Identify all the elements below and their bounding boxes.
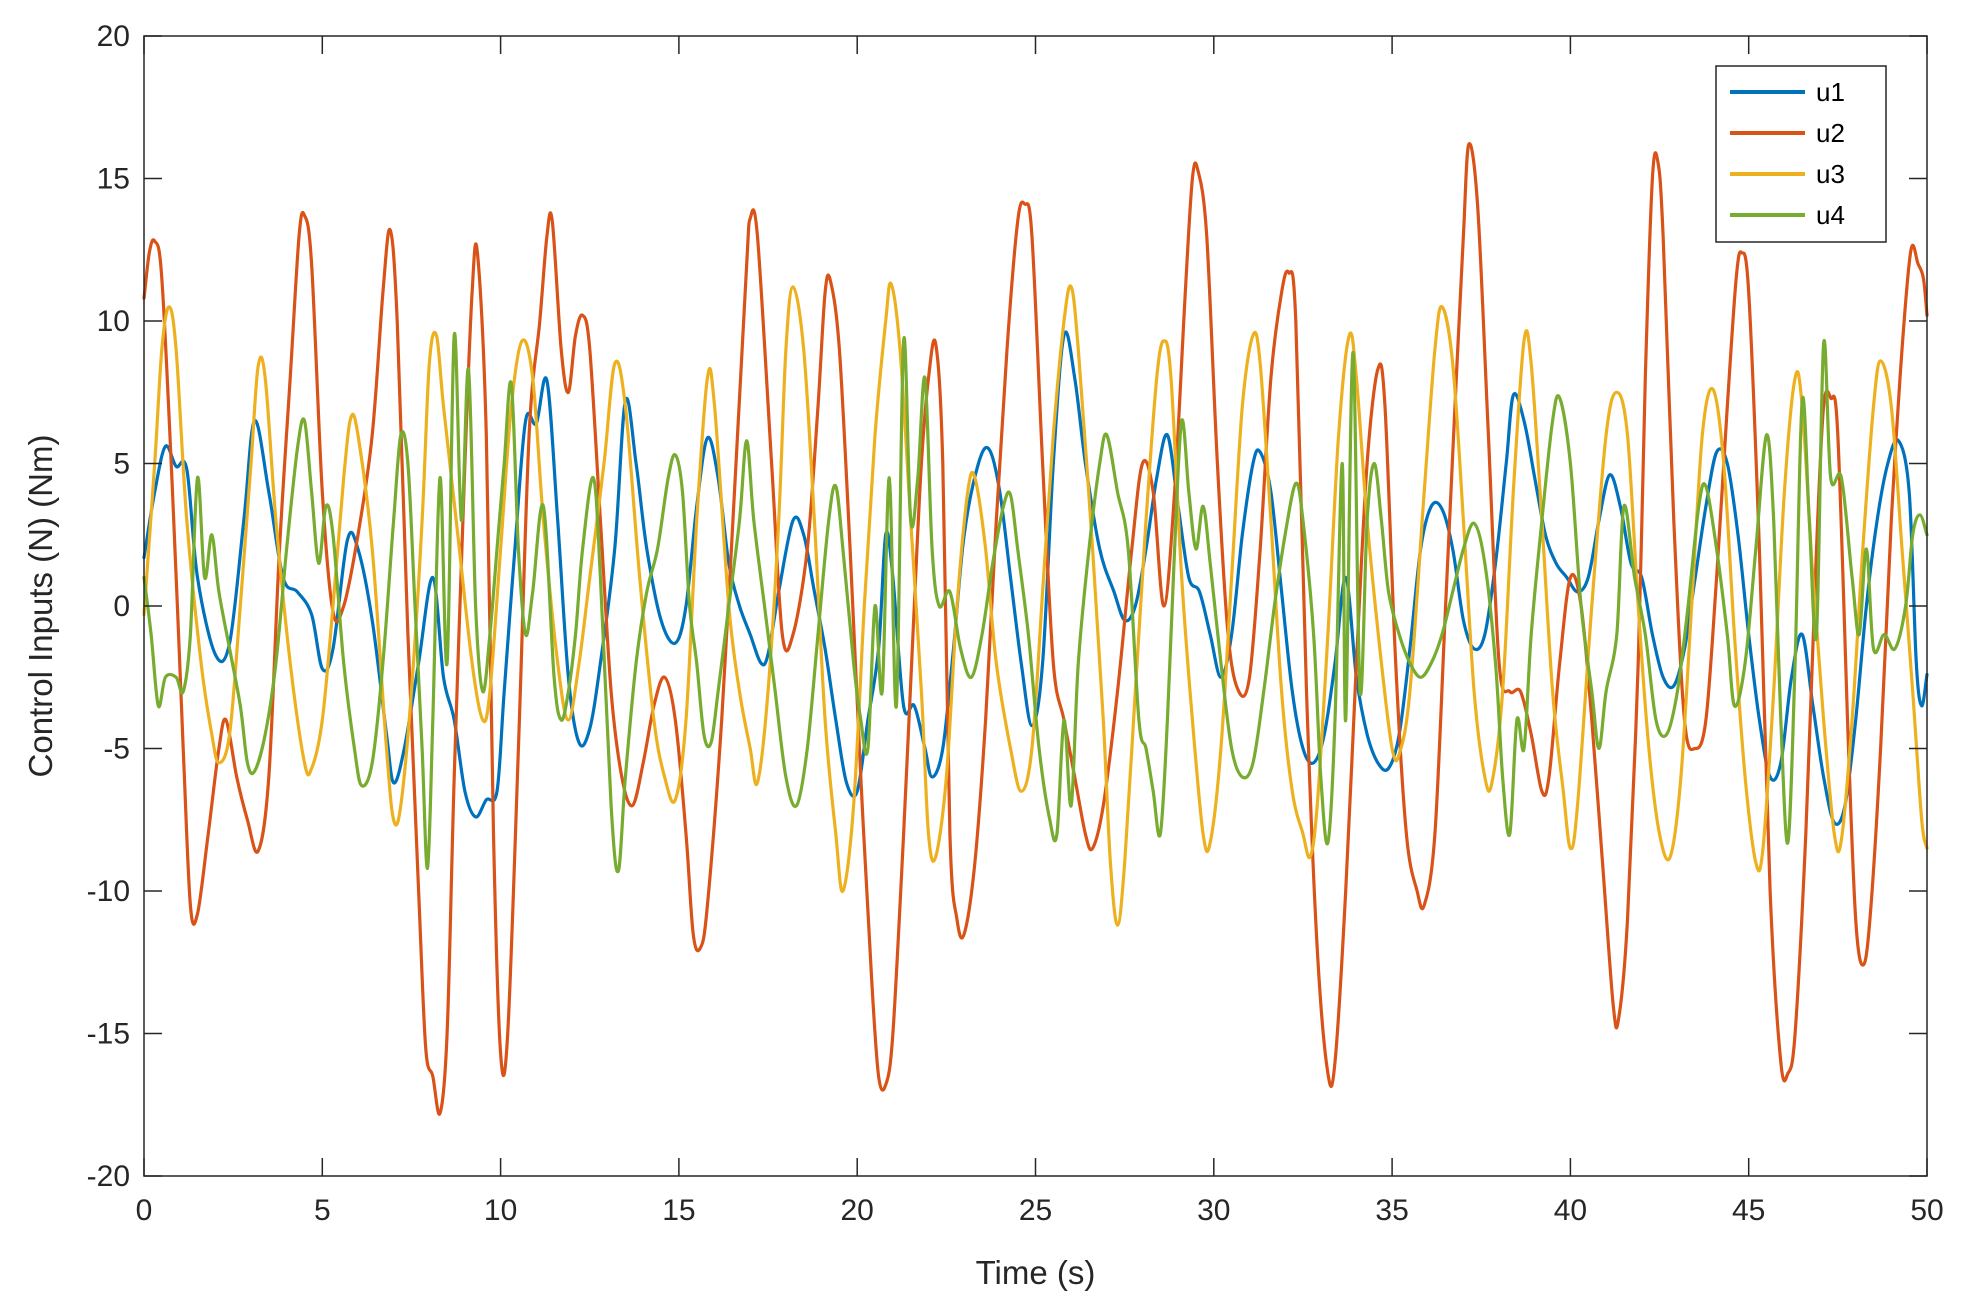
x-tick-label: 35: [1375, 1194, 1408, 1227]
legend-label-u4: u4: [1816, 200, 1845, 230]
x-tick-label: 25: [1019, 1194, 1052, 1227]
legend: u1 u2 u3 u4: [1715, 65, 1887, 243]
y-tick-label: 10: [97, 305, 130, 338]
x-tick-label: 10: [484, 1194, 517, 1227]
x-tick-label: 5: [314, 1194, 331, 1227]
legend-box: [1715, 65, 1887, 243]
x-tick-label: 0: [136, 1194, 153, 1227]
series-line-u2: [142, 141, 1929, 1116]
x-tick-label: 20: [841, 1194, 874, 1227]
y-tick-label: 20: [97, 20, 130, 53]
y-tick-label: -20: [87, 1160, 130, 1193]
x-tick-label: 30: [1197, 1194, 1230, 1227]
x-tick-label: 15: [662, 1194, 695, 1227]
y-tick-label: 15: [97, 163, 130, 196]
y-tick-label: 0: [113, 590, 130, 623]
x-axis-label: Time (s): [976, 1254, 1096, 1291]
x-tick-label: 45: [1732, 1194, 1765, 1227]
series-line-u1: [142, 330, 1929, 826]
y-tick-label: -15: [87, 1018, 130, 1051]
x-tick-label: 40: [1554, 1194, 1587, 1227]
y-tick-label: -5: [103, 733, 130, 766]
x-tick-label: 50: [1910, 1194, 1943, 1227]
series-line-u4: [142, 331, 1929, 874]
legend-label-u1: u1: [1816, 77, 1845, 107]
plot-area: [144, 36, 1927, 1176]
legend-label-u3: u3: [1816, 159, 1845, 189]
tick-layer: 0 5 10 15 20 25 30 35 40 45 50 -20 -15 -10 -5 0 5 10 15 20: [87, 20, 1944, 1227]
y-axis-label: Control Inputs (N) (Nm): [22, 435, 59, 778]
y-tick-label: -10: [87, 875, 130, 908]
series-layer: [142, 141, 1929, 1116]
legend-label-u2: u2: [1816, 118, 1845, 148]
y-tick-label: 5: [113, 448, 130, 481]
